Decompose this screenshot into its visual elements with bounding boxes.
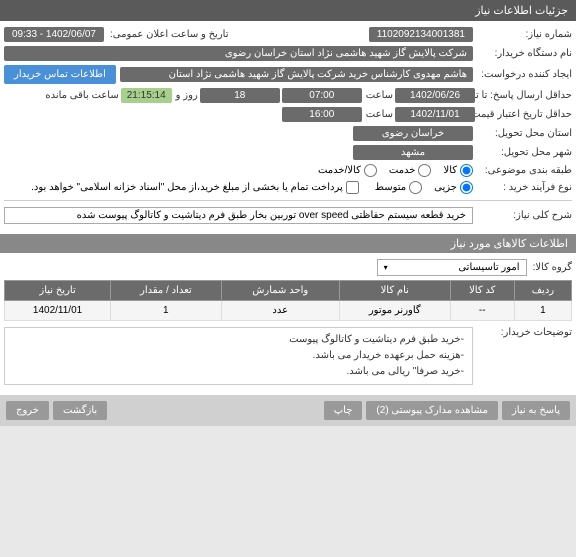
remain-label: ساعت باقی مانده xyxy=(43,90,118,101)
note-line-2: -هزینه حمل برعهده خریدار می باشد. xyxy=(13,348,464,364)
note-line-3: -خرید صرفا" ریالی می باشد. xyxy=(13,364,464,380)
radio-service-input[interactable] xyxy=(418,164,431,177)
validity-time: 16:00 xyxy=(282,107,362,122)
col-qty: تعداد / مقدار xyxy=(111,281,221,301)
radio-both[interactable]: کالا/خدمت xyxy=(318,164,377,177)
buyer-notes-label: توضیحات خریدار: xyxy=(477,327,572,338)
radio-partial-input[interactable] xyxy=(460,181,473,194)
deadline-date: 1402/06/26 xyxy=(395,88,475,103)
table-row[interactable]: 1 -- گاورنر موتور عدد 1 1402/11/01 xyxy=(5,301,572,321)
pay-note-text: پرداخت تمام یا بخشی از مبلغ خرید،از محل … xyxy=(31,182,343,193)
contact-button[interactable]: اطلاعات تماس خریدار xyxy=(4,65,116,84)
buyer-value: شرکت پالایش گاز شهید هاشمی نژاد استان خر… xyxy=(4,46,473,61)
days-label: روز و xyxy=(174,90,198,101)
col-unit: واحد شمارش xyxy=(221,281,339,301)
back-button[interactable]: بازگشت xyxy=(53,401,107,420)
items-section-title: اطلاعات کالاهای مورد نیاز xyxy=(0,234,576,253)
cell-qty: 1 xyxy=(111,301,221,321)
deadline-label: حداقل ارسال پاسخ: تا تاریخ: xyxy=(477,90,572,101)
validity-date: 1402/11/01 xyxy=(395,107,475,122)
process-radio-group: جزیی متوسط xyxy=(375,181,473,194)
pay-note-check[interactable]: پرداخت تمام یا بخشی از مبلغ خرید،از محل … xyxy=(31,181,359,194)
radio-partial[interactable]: جزیی xyxy=(434,181,473,194)
province-value: خراسان رضوی xyxy=(353,126,473,141)
need-no-label: شماره نیاز: xyxy=(477,29,572,40)
desc-value: خرید قطعه سیستم حفاظتی over speed توربین… xyxy=(4,207,473,224)
cell-unit: عدد xyxy=(221,301,339,321)
cell-code: -- xyxy=(450,301,514,321)
items-table: ردیف کد کالا نام کالا واحد شمارش تعداد /… xyxy=(4,280,572,321)
radio-medium[interactable]: متوسط xyxy=(375,181,422,194)
col-code: کد کالا xyxy=(450,281,514,301)
pay-note-checkbox[interactable] xyxy=(346,181,359,194)
time-label-1: ساعت xyxy=(364,90,393,101)
respond-button[interactable]: پاسخ به نیاز xyxy=(502,401,570,420)
details-panel: شماره نیاز: 1102092134001381 تاریخ و ساع… xyxy=(0,21,576,234)
radio-goods-input[interactable] xyxy=(460,164,473,177)
table-header-row: ردیف کد کالا نام کالا واحد شمارش تعداد /… xyxy=(5,281,572,301)
page-title: جزئیات اطلاعات نیاز xyxy=(475,5,568,17)
validity-label: حداقل تاریخ اعتبار قیمت: تا تاریخ: xyxy=(477,109,572,120)
cell-row: 1 xyxy=(514,301,571,321)
radio-goods[interactable]: کالا xyxy=(443,164,473,177)
city-value: مشهد xyxy=(353,145,473,160)
deadline-time: 07:00 xyxy=(282,88,362,103)
announce-value: 1402/06/07 - 09:33 xyxy=(4,27,104,42)
creator-label: ایجاد کننده درخواست: xyxy=(477,69,572,80)
buyer-notes: -خرید طبق فرم دیتاشیت و کاتالوگ پیوست -ه… xyxy=(4,327,473,385)
radio-medium-input[interactable] xyxy=(409,181,422,194)
announce-label: تاریخ و ساعت اعلان عمومی: xyxy=(108,29,229,40)
footer-right-group: بازگشت خروج xyxy=(6,401,107,420)
group-label: گروه کالا: xyxy=(531,262,572,273)
time-label-2: ساعت xyxy=(364,109,393,120)
cell-date: 1402/11/01 xyxy=(5,301,111,321)
note-line-1: -خرید طبق فرم دیتاشیت و کاتالوگ پیوست xyxy=(13,332,464,348)
category-label: طبقه بندی موضوعی: xyxy=(477,165,572,176)
cell-name: گاورنر موتور xyxy=(339,301,450,321)
buyer-label: نام دستگاه خریدار: xyxy=(477,48,572,59)
category-radio-group: کالا خدمت کالا/خدمت xyxy=(318,164,473,177)
attachments-button[interactable]: مشاهده مدارک پیوستی (2) xyxy=(366,401,498,420)
items-panel: گروه کالا: امور تاسیساتی ردیف کد کالا نا… xyxy=(0,253,576,395)
page-header: جزئیات اطلاعات نیاز xyxy=(0,0,576,21)
days-value: 18 xyxy=(200,88,280,103)
col-name: نام کالا xyxy=(339,281,450,301)
desc-label: شرح کلی نیاز: xyxy=(477,210,572,221)
creator-value: هاشم مهدوی کارشناس خرید شرکت پالایش گاز … xyxy=(120,67,473,82)
process-label: نوع فرآیند خرید : xyxy=(477,182,572,193)
city-label: شهر محل تحویل: xyxy=(477,147,572,158)
group-value: امور تاسیساتی xyxy=(458,262,519,273)
exit-button[interactable]: خروج xyxy=(6,401,49,420)
need-no-value: 1102092134001381 xyxy=(369,27,473,42)
col-row: ردیف xyxy=(514,281,571,301)
footer-left-group: پاسخ به نیاز مشاهده مدارک پیوستی (2) چاپ xyxy=(324,401,570,420)
divider xyxy=(4,200,572,201)
group-dropdown[interactable]: امور تاسیساتی xyxy=(377,259,527,276)
remain-time: 21:15:14 xyxy=(121,88,172,103)
radio-service[interactable]: خدمت xyxy=(389,164,432,177)
print-button[interactable]: چاپ xyxy=(324,401,363,420)
col-date: تاریخ نیاز xyxy=(5,281,111,301)
footer: پاسخ به نیاز مشاهده مدارک پیوستی (2) چاپ… xyxy=(0,395,576,426)
radio-both-input[interactable] xyxy=(364,164,377,177)
province-label: استان محل تحویل: xyxy=(477,128,572,139)
